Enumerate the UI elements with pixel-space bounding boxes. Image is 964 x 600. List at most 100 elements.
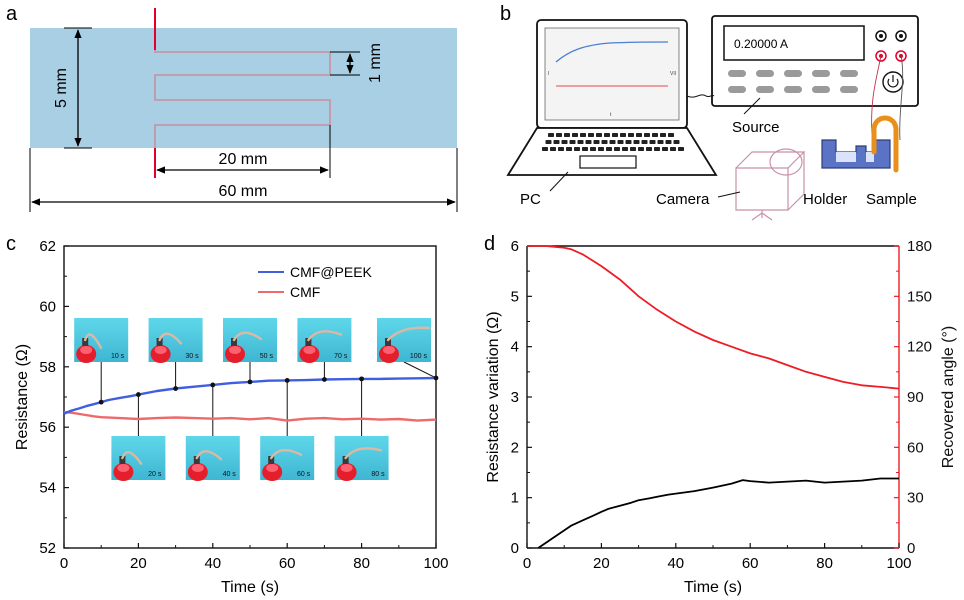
chart-c-xlabel: Time (s) [221, 579, 279, 596]
inset-marker [359, 376, 364, 382]
laptop-illustration: I VII t [506, 19, 718, 176]
panel-d-label: d [484, 233, 495, 255]
inset-photo: 70 s [297, 318, 352, 363]
chart-c-xtick-label: 20 [130, 555, 147, 572]
chart-c-xtick-label: 60 [279, 555, 296, 572]
test-lead-red [871, 55, 882, 136]
chart-c-ticks: 0 20 40 60 80 100 52 54 56 58 60 62 [39, 238, 448, 572]
inset-time-label: 40 s [223, 471, 237, 478]
chart-d-series [527, 245, 900, 549]
chart-d-xtick-label: 0 [523, 555, 531, 572]
chart-d-xtick-label: 60 [742, 555, 759, 572]
chart-c-legend: CMF@PEEK CMF [258, 264, 373, 300]
chart-c-ytick-label: 52 [39, 540, 56, 557]
height-label: 5 mm [53, 68, 70, 108]
chart-d-ytick-label: 2 [511, 439, 519, 456]
inset-marker [433, 375, 439, 381]
legend-label-1: CMF [290, 284, 320, 300]
chart-c-ylabel: Resistance (Ω) [14, 344, 31, 450]
pc-pointer [549, 171, 569, 192]
chart-d-ylabel: Resistance variation (Ω) [485, 311, 502, 482]
chart-c-xtick-label: 100 [423, 555, 448, 572]
inset-marker [210, 382, 216, 388]
series-line-cmf-peek [63, 376, 437, 415]
inset-photo: 60 s [260, 436, 315, 481]
chart-d-y2tick-label: 90 [907, 389, 924, 406]
chart-d-ytick-label: 4 [511, 339, 519, 356]
chart-d-y2tick-label: 30 [907, 490, 924, 507]
panel-a-label: a [6, 3, 18, 25]
chart-c-xtick-label: 40 [204, 555, 221, 572]
series-line-resistance-variation [537, 477, 899, 549]
inset-time-label: 100 s [410, 353, 428, 360]
screen-tick-left: I [548, 71, 549, 77]
chart-c-series [63, 375, 439, 422]
screen-tick-right: VII [670, 71, 676, 77]
inset-photo: 40 s [185, 436, 240, 481]
chart-c-insets: 10 s 30 s 50 s 70 s 100 s 20 s 40 s 60 s 80 s [74, 318, 431, 481]
chart-d-xlabel: Time (s) [684, 579, 742, 596]
chart-d-ytick-label: 5 [511, 288, 519, 305]
chart-d-xtick-label: 100 [886, 555, 911, 572]
inset-marker [284, 377, 290, 383]
inset-marker [136, 392, 141, 397]
source-display-value: 0.20000 A [734, 37, 788, 51]
legend-label-0: CMF@PEEK [290, 264, 373, 280]
chart-d-y2tick-label: 0 [907, 540, 915, 557]
panel-a: a 5 mm 1 mm 20 mm 60 mm [6, 3, 458, 212]
chart-d-y2tick-label: 60 [907, 439, 924, 456]
inset-time-label: 60 s [297, 471, 311, 478]
inset-photo: 50 s [223, 318, 277, 363]
chart-d-ytick-label: 6 [511, 238, 519, 255]
panel-b: b I VII t PC 0.20000 A [500, 3, 919, 221]
chart-c-xtick-label: 0 [60, 555, 68, 572]
chart-d-ytick-label: 1 [511, 490, 519, 507]
inset-photo: 20 s [111, 436, 166, 481]
inset-time-label: 70 s [334, 353, 348, 360]
inset-time-label: 80 s [371, 471, 385, 478]
chart-c-ytick-label: 62 [39, 238, 56, 255]
chart-c-ytick-label: 58 [39, 359, 56, 376]
chart-d-xtick-label: 20 [593, 555, 610, 572]
film-substrate [30, 28, 457, 148]
camera-pointer [717, 191, 741, 198]
series-line-cmf [63, 410, 437, 422]
inset-time-label: 10 s [111, 353, 125, 360]
inset-marker [322, 377, 327, 382]
keyboard [542, 133, 684, 151]
inset-marker [98, 399, 104, 405]
gap-label: 1 mm [367, 43, 384, 83]
chart-c-ytick-label: 56 [39, 419, 56, 436]
inset-time-label: 20 s [148, 471, 162, 478]
screen-curve [555, 41, 669, 63]
test-lead-black [899, 55, 904, 141]
holder-label: Holder [803, 191, 847, 208]
meander-length-label: 20 mm [219, 151, 268, 168]
sample-illustration [871, 115, 899, 173]
panel-c: c 0 20 40 60 80 100 52 54 56 58 60 62 10 s 30 s 50 s 7… [6, 233, 449, 596]
panel-b-label: b [500, 3, 511, 25]
chart-d-xtick-label: 40 [667, 555, 684, 572]
chart-d-y2tick-label: 120 [907, 339, 932, 356]
inset-photo: 80 s [334, 436, 389, 481]
chart-d-y2tick-label: 150 [907, 288, 932, 305]
data-cable [686, 94, 715, 98]
chart-d-ytick-label: 0 [511, 540, 519, 557]
source-label: Source [732, 119, 780, 136]
chart-d-xtick-label: 80 [816, 555, 833, 572]
source-pointer [743, 97, 761, 115]
chart-c-inset-connectors [100, 361, 437, 436]
source-display [723, 25, 865, 61]
chart-d-frame [527, 246, 899, 548]
meander-trace [154, 28, 331, 148]
pc-label: PC [520, 191, 541, 208]
panel-c-label: c [6, 233, 16, 255]
inset-photo: 30 s [148, 318, 203, 363]
chart-d-ytick-label: 3 [511, 389, 519, 406]
series-line-recovered-angle [527, 245, 900, 390]
inset-photo: 100 s [377, 318, 431, 363]
inset-marker [247, 379, 253, 385]
inset-connector [403, 361, 437, 379]
